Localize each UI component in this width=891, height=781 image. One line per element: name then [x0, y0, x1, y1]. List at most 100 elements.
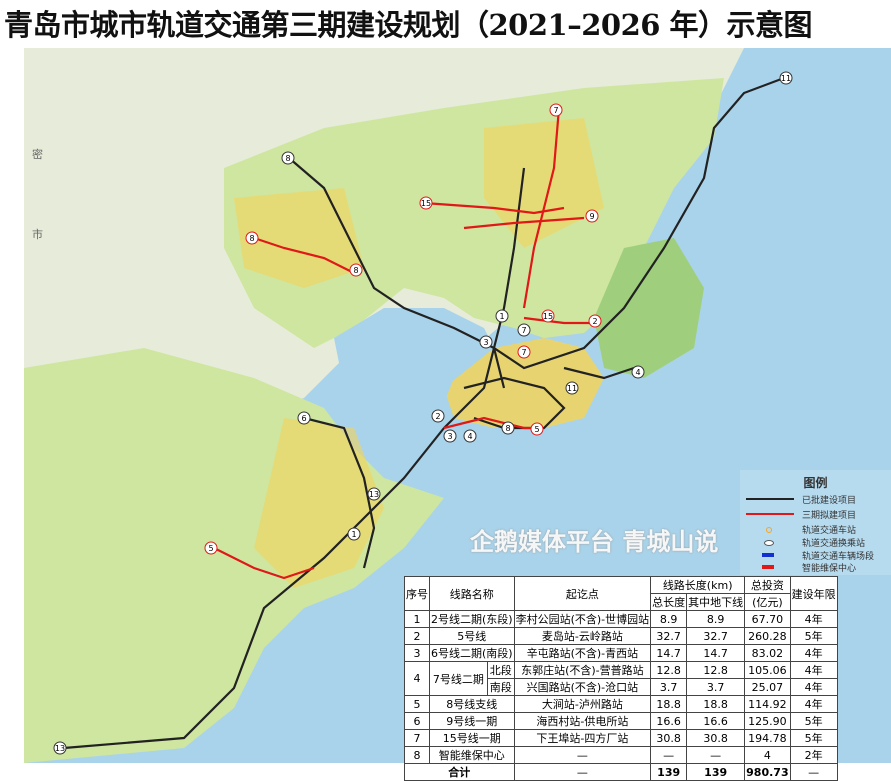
svg-text:15: 15 [421, 199, 431, 208]
cell-years: 4年 [789, 610, 838, 628]
cell-underground: 12.8 [686, 661, 746, 679]
svg-text:3: 3 [447, 432, 452, 441]
cell-name: 2号线二期(东段) [429, 610, 515, 628]
cell-investment: 260.28 [744, 627, 791, 645]
line-badge: 11 [565, 381, 579, 395]
line-badge: 8 [501, 421, 515, 435]
table-row: 6 9号线一期 海西村站-供电所站 16.6 16.6 125.90 5年 [404, 712, 838, 730]
legend-item: 轨道交通车辆场段 [802, 552, 875, 562]
svg-text:8: 8 [353, 266, 358, 275]
total-label: 合计 [404, 763, 515, 781]
cell-underground: 8.9 [686, 610, 746, 628]
map-canvas: 11 8 7 15 9 8 8 1 7 15 2 3 7 4 11 2 3 4 … [24, 48, 793, 763]
table-total-row: 合计 — 139 139 980.73 — [404, 763, 838, 781]
cell-years: 4年 [789, 661, 838, 679]
maintenance-icon [762, 565, 774, 569]
line-badge: 7 [517, 345, 531, 359]
header-investment: 总投资 [744, 576, 791, 594]
cell-sub: 北段 [486, 661, 515, 679]
cell-investment: 4 [744, 746, 791, 764]
cell-total: 18.8 [650, 695, 688, 713]
line-badge: 2 [588, 314, 602, 328]
svg-text:6: 6 [301, 414, 306, 423]
cell-years: 5年 [789, 627, 838, 645]
svg-text:1: 1 [351, 530, 356, 539]
cell-investment: 194.78 [744, 729, 791, 747]
line-badge: 8 [349, 263, 363, 277]
cell-underground: — [686, 746, 746, 764]
project-table: 序号 线路名称 起讫点 线路长度(km) 总投资 建设年限 总长度 其中地下线 … [404, 576, 838, 781]
header-underground: 其中地下线 [686, 593, 746, 611]
legend-item: 三期拟建项目 [802, 511, 857, 521]
cell-investment: 25.07 [744, 678, 791, 696]
svg-text:2: 2 [592, 317, 597, 326]
line-badge: 4 [463, 429, 477, 443]
table-row: 7 15号线一期 下王埠站-四方厂站 30.8 30.8 194.78 5年 [404, 729, 838, 747]
black-line-icon [746, 498, 794, 500]
interchange-icon [764, 540, 774, 546]
depot-icon [762, 553, 774, 557]
cell-total: 32.7 [650, 627, 688, 645]
svg-text:7: 7 [521, 348, 526, 357]
svg-text:11: 11 [567, 384, 577, 393]
cell-total: — [650, 746, 688, 764]
line-badge: 1 [495, 309, 509, 323]
svg-text:7: 7 [521, 326, 526, 335]
line-badge: 11 [779, 71, 793, 85]
legend-item: 轨道交通换乘站 [802, 539, 866, 549]
cell-years: 4年 [789, 644, 838, 662]
cell-name: 智能维保中心 [429, 746, 515, 764]
table-body: 1 2号线二期(东段) 李村公园站(不含)-世博园站 8.9 8.9 67.70 4年 2 5号… [404, 610, 838, 764]
header-total-length: 总长度 [650, 593, 688, 611]
cell-no: 2 [404, 627, 430, 645]
table-row: 1 2号线二期(东段) 李村公园站(不含)-世博园站 8.9 8.9 67.70 4年 [404, 610, 838, 628]
cell-name: 5号线 [429, 627, 515, 645]
svg-text:15: 15 [543, 312, 553, 321]
table-row: 5 8号线支线 大涧站-泸州路站 18.8 18.8 114.92 4年 [404, 695, 838, 713]
line-badge: 9 [585, 209, 599, 223]
cell-no: 4 [404, 661, 430, 696]
cell-total: 30.8 [650, 729, 688, 747]
svg-text:13: 13 [55, 744, 65, 753]
line-badge: 5 [204, 541, 218, 555]
table-row: 8 智能维保中心 — — —4 2年 [404, 746, 838, 764]
cell-no: 1 [404, 610, 430, 628]
header-name: 线路名称 [429, 576, 515, 611]
cell-name: 9号线一期 [429, 712, 515, 730]
legend-item: 智能维保中心 [802, 564, 857, 574]
table-row: 2 5号线 麦岛站-云岭路站 32.7 32.7 260.28 5年 [404, 627, 838, 645]
station-dot-icon [766, 527, 772, 533]
line-badge: 6 [297, 411, 311, 425]
cell-section: 辛屯路站(不含)-青西站 [513, 644, 652, 662]
svg-text:7: 7 [553, 106, 558, 115]
cell-underground: 30.8 [686, 729, 746, 747]
line-badge: 8 [281, 151, 295, 165]
line-badge: 4 [631, 365, 645, 379]
line-badge: 3 [479, 335, 493, 349]
cell-no: 5 [404, 695, 430, 713]
map-title: 青岛市城市轨道交通第三期建设规划（2021–2026 年）示意图 [4, 8, 813, 42]
line-badge: 13 [53, 741, 67, 755]
cell-section: 大涧站-泸州路站 [513, 695, 652, 713]
total-section: — [513, 763, 652, 781]
total-underground: 139 [686, 763, 746, 781]
cell-no: 3 [404, 644, 430, 662]
svg-text:4: 4 [467, 432, 472, 441]
red-line-icon [746, 513, 794, 515]
cell-name: 6号线二期(南段) [429, 644, 515, 662]
svg-text:9: 9 [589, 212, 594, 221]
cell-no: 7 [404, 729, 430, 747]
line-badge: 7 [517, 323, 531, 337]
urban-west [254, 418, 384, 588]
cell-underground: 3.7 [686, 678, 746, 696]
cell-section: 兴国路站(不含)-沧口站 [513, 678, 652, 696]
cell-section: 麦岛站-云岭路站 [513, 627, 652, 645]
cell-name: 7号线二期 [429, 661, 488, 696]
cell-section: 海西村站-供电所站 [513, 712, 652, 730]
cell-section: — [513, 746, 652, 764]
cell-investment: 125.90 [744, 712, 791, 730]
table-header: 序号 线路名称 起讫点 线路长度(km) 总投资 建设年限 [404, 576, 838, 611]
line-badge: 7 [549, 103, 563, 117]
header-length: 线路长度(km) [650, 576, 746, 594]
line-badges: 11 8 7 15 9 8 8 1 7 15 2 3 7 4 11 2 3 4 … [53, 71, 793, 755]
